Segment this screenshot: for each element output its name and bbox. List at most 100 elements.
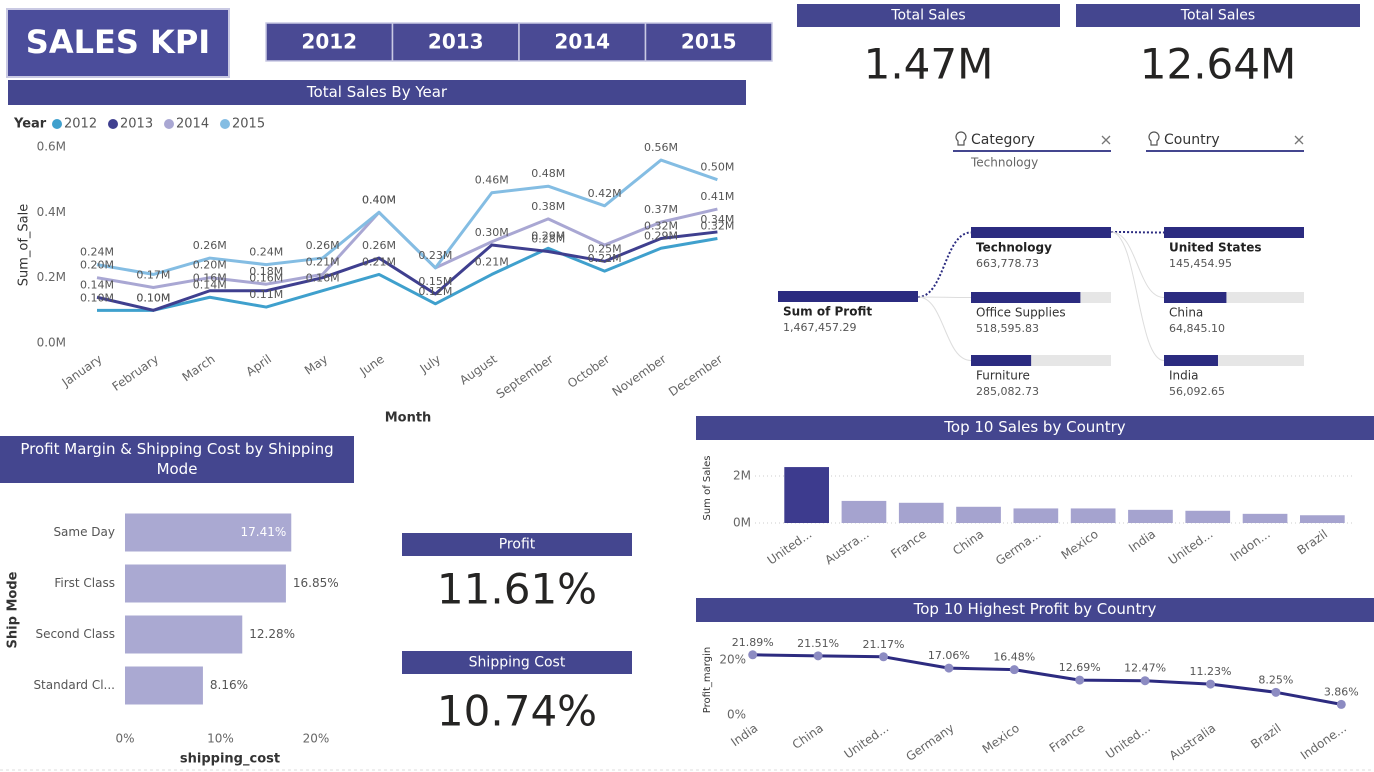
legend-marker: [108, 119, 118, 129]
data-label: 0.50M: [700, 161, 734, 174]
data-label: 3.86%: [1324, 685, 1359, 698]
x-tick-label: China: [790, 721, 826, 752]
data-label: 0.24M: [80, 246, 114, 259]
bar[interactable]: [1070, 508, 1116, 523]
chart-title-box: Profit Margin & Shipping Cost by Shippin…: [0, 436, 354, 483]
bar[interactable]: [1128, 509, 1173, 523]
bar[interactable]: [1013, 508, 1059, 523]
data-label: 0.34M: [700, 213, 734, 226]
x-tick-label: October: [565, 352, 612, 391]
x-tick-label: 20%: [303, 732, 330, 746]
y-axis-title: Profit_margin: [702, 647, 713, 713]
tree-value: 518,595.83: [976, 322, 1039, 335]
data-label: 12.28%: [249, 627, 295, 641]
bar[interactable]: [784, 467, 829, 523]
data-label: 0.15M: [418, 275, 452, 288]
data-label: 0.32M: [700, 219, 734, 232]
data-label: 0.12M: [418, 285, 452, 298]
data-label: 0.32M: [644, 219, 678, 232]
x-tick-label: United...: [842, 721, 892, 762]
x-tick-label: 0%: [115, 732, 134, 746]
data-label: 11.23%: [1190, 665, 1232, 678]
y-tick-label: Second Class: [35, 627, 115, 641]
x-tick-label: February: [110, 352, 162, 394]
tree-bar[interactable]: [971, 227, 1111, 238]
filter-label: Category: [971, 132, 1035, 148]
bar[interactable]: [1185, 510, 1231, 523]
bar[interactable]: [1300, 515, 1345, 523]
data-label: 0.14M: [80, 278, 114, 291]
bar[interactable]: [1242, 513, 1288, 523]
marker: [1336, 699, 1346, 709]
data-label: 0.37M: [644, 203, 678, 216]
bar[interactable]: [841, 500, 887, 523]
y-tick-label: 20%: [719, 653, 746, 667]
x-tick-label: January: [59, 352, 105, 390]
year-button[interactable]: [391, 22, 520, 62]
y-tick-label: Standard Cl...: [33, 678, 115, 692]
year-button[interactable]: [265, 22, 394, 62]
data-label: 0.14M: [193, 278, 227, 291]
bar: [125, 666, 203, 705]
data-label: 0.42M: [588, 187, 622, 200]
data-label: 21.51%: [797, 637, 839, 650]
card-value: 12.64M: [1140, 40, 1296, 89]
chart-title-box: Top 10 Highest Profit by Country: [696, 598, 1374, 622]
tree-value: 145,454.95: [1169, 257, 1232, 270]
tree-bar[interactable]: [1164, 292, 1227, 303]
year-button[interactable]: [518, 22, 647, 62]
bar: [125, 615, 243, 654]
x-tick-label: Mexico: [980, 721, 1022, 757]
filter-selection: Technology: [970, 156, 1038, 170]
filter-clear[interactable]: [1101, 135, 1111, 145]
card-value: 1.47M: [864, 40, 994, 89]
data-label: 0.17M: [136, 268, 170, 281]
marker: [1009, 665, 1019, 675]
tree-bar[interactable]: [971, 292, 1081, 303]
tree-value: 56,092.65: [1169, 385, 1225, 398]
tree-value: 64,845.10: [1169, 322, 1225, 335]
card-header: [402, 533, 632, 556]
tree-track: [1164, 355, 1304, 366]
legend-label: 2014: [176, 117, 209, 132]
series-line: [752, 653, 1342, 706]
y-axis-title: Sum_of_Sale: [17, 204, 32, 287]
x-tick-label: Australia: [1167, 721, 1219, 763]
card-title: Profit: [499, 537, 536, 553]
x-tick-label: April: [243, 352, 274, 379]
x-tick-label: United...: [1166, 527, 1216, 568]
tree-bar[interactable]: [1164, 227, 1304, 238]
filter-clear[interactable]: [1294, 135, 1304, 145]
data-label: 0.10M: [136, 291, 170, 304]
year-button[interactable]: [644, 22, 773, 62]
data-label: 0.11M: [249, 288, 283, 301]
x-tick-label: Brazil: [1295, 527, 1330, 558]
tree-connector: [1110, 231, 1165, 234]
bar[interactable]: [898, 502, 944, 523]
tree-track: [1164, 292, 1304, 303]
legend-label: 2012: [64, 117, 97, 132]
tree-label: Furniture: [976, 369, 1030, 383]
x-tick-label: China: [950, 527, 986, 558]
x-tick-label: August: [457, 352, 500, 388]
chart-title: Top 10 Sales by Country: [696, 416, 1374, 440]
data-label: 16.85%: [293, 576, 339, 590]
data-label: 0.25M: [588, 242, 622, 255]
bar[interactable]: [956, 506, 1001, 523]
data-label: 0.24M: [249, 246, 283, 259]
data-label: 0.29M: [531, 229, 565, 242]
tree-connector: [1110, 231, 1165, 361]
x-tick-label: Indon...: [1228, 527, 1273, 564]
tree-bar[interactable]: [971, 355, 1032, 366]
year-button-label: 2015: [681, 30, 737, 54]
data-label: 0.20M: [193, 259, 227, 272]
data-label: 21.89%: [732, 636, 774, 649]
x-tick-label: July: [417, 352, 444, 376]
year-button-label: 2013: [428, 30, 484, 54]
data-label: 0.29M: [644, 229, 678, 242]
y-tick-label: 0.0M: [37, 336, 66, 350]
y-tick-label: 0.2M: [37, 270, 66, 284]
tree-bar[interactable]: [1164, 355, 1218, 366]
card-header: [402, 651, 632, 674]
card-title: Total Sales: [890, 8, 965, 24]
